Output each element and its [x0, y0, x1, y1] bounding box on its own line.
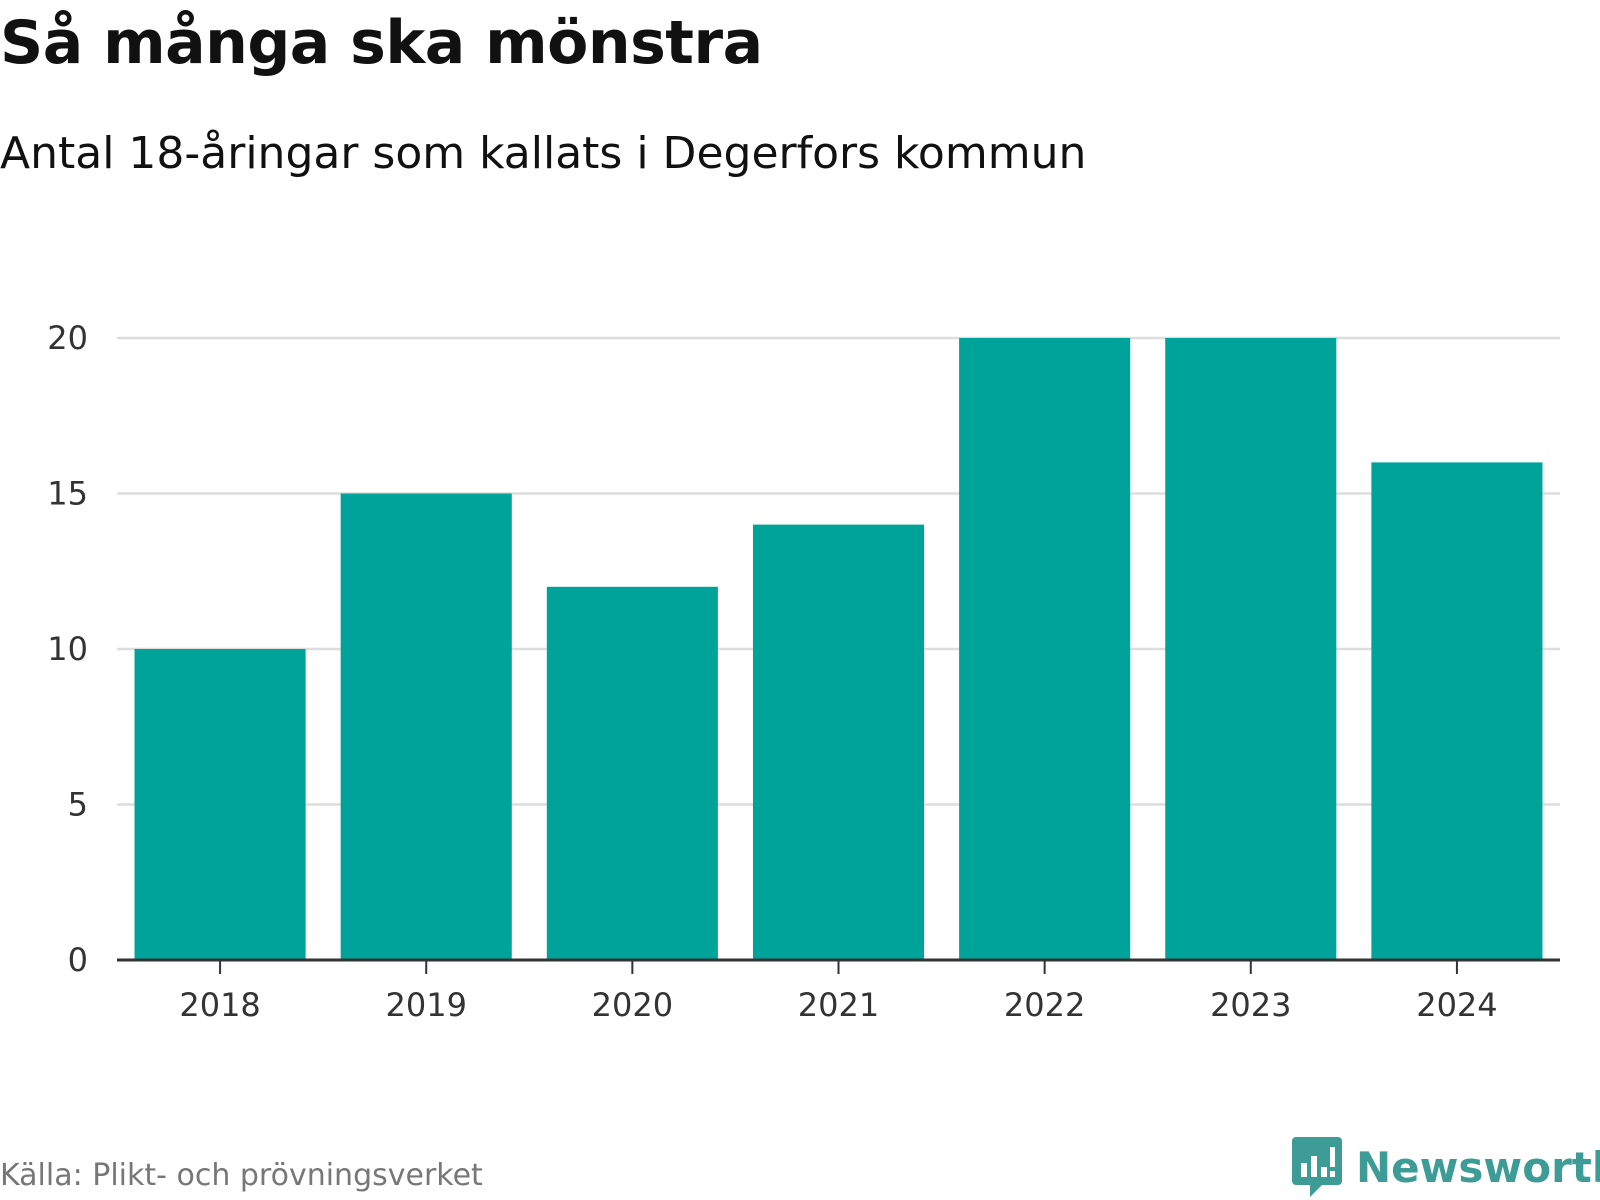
source-note: Källa: Plikt- och prövningsverket	[0, 1158, 483, 1193]
x-tick-label-2020: 2020	[592, 986, 673, 1024]
brand-logo: Newsworthy	[1292, 1136, 1600, 1198]
x-tick-label-2023: 2023	[1210, 986, 1291, 1024]
y-tick-label-5: 5	[68, 786, 88, 824]
brand-name: Newsworthy	[1356, 1142, 1600, 1192]
y-axis-labels: 0 5 10 15 20	[47, 319, 88, 979]
y-tick-label-0: 0	[68, 941, 88, 979]
y-tick-label-20: 20	[47, 319, 88, 357]
bar-chart: 0 5 10 15 20 2018 2019 2020 2021 2022 2023 2024	[47, 319, 1560, 1024]
bar-2020	[546, 586, 718, 960]
newsworthy-chat-bars-icon	[1292, 1137, 1342, 1197]
x-tick-label-2018: 2018	[179, 986, 260, 1024]
x-tick-label-2022: 2022	[1004, 986, 1085, 1024]
y-tick-label-10: 10	[47, 630, 88, 668]
x-axis-labels: 2018 2019 2020 2021 2022 2023 2024	[179, 986, 1497, 1024]
y-tick-label-15: 15	[47, 475, 88, 513]
x-axis	[117, 958, 1560, 974]
x-tick-label-2019: 2019	[385, 986, 466, 1024]
bar-2023	[1165, 338, 1337, 960]
bar-2019	[340, 493, 512, 960]
x-tick-label-2024: 2024	[1416, 986, 1497, 1024]
bars	[134, 338, 1543, 960]
chart-title: Så många ska mönstra	[0, 8, 763, 78]
chart-subtitle: Antal 18-åringar som kallats i Degerfors…	[0, 128, 1087, 179]
bar-2021	[752, 524, 925, 960]
bar-2018	[134, 649, 306, 960]
bar-2024	[1371, 462, 1543, 960]
x-tick-label-2021: 2021	[798, 986, 879, 1024]
bar-2022	[959, 338, 1131, 960]
